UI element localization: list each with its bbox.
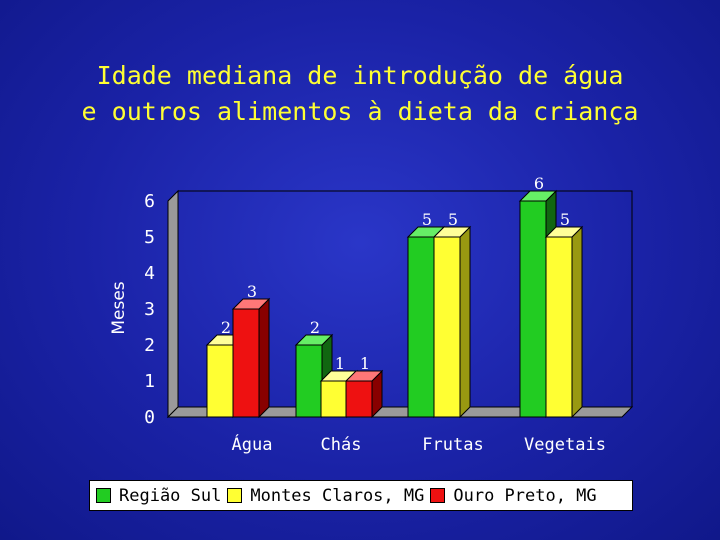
y-tick-label: 0 xyxy=(144,407,155,428)
legend-swatch-montes-claros xyxy=(227,488,243,503)
x-tick-label: Chás xyxy=(321,435,362,455)
bar xyxy=(407,236,435,418)
plot-floor xyxy=(166,406,634,418)
y-tick-label: 2 xyxy=(144,335,155,356)
bar-data-label: 5 xyxy=(422,210,432,229)
bar xyxy=(519,200,547,418)
y-tick-label: 4 xyxy=(144,263,155,284)
x-tick-label: Água xyxy=(232,433,273,455)
legend-item-ouro-preto: Ouro Preto, MG xyxy=(430,485,597,506)
chart-title-line-1: Idade mediana de introdução de água xyxy=(96,61,624,90)
bar xyxy=(295,344,323,418)
bar-data-label: 3 xyxy=(247,282,257,301)
x-tick-label: Frutas xyxy=(422,435,483,455)
chart-legend: Região Sul Montes Claros, MG Ouro Preto,… xyxy=(89,480,633,511)
y-tick-label: 5 xyxy=(144,227,155,248)
legend-swatch-ouro-preto xyxy=(430,488,446,503)
bar-data-label: 1 xyxy=(360,354,370,373)
chart-title-line-2: e outros alimentos à dieta da criança xyxy=(81,97,639,126)
bar xyxy=(545,236,573,418)
y-axis-label: Meses xyxy=(109,281,129,334)
legend-item-regiao-sul: Região Sul xyxy=(96,486,221,506)
y-tick-label: 3 xyxy=(144,299,155,320)
y-tick-label: 1 xyxy=(144,371,155,392)
x-tick-label: Vegetais xyxy=(524,435,606,455)
bar xyxy=(206,344,234,418)
legend-label-montes-claros: Montes Claros, MG xyxy=(250,485,425,506)
y-tick-label: 6 xyxy=(144,191,155,212)
legend-swatch-regiao-sul xyxy=(96,488,111,503)
bar-data-label: 5 xyxy=(560,210,570,229)
bar-data-label: 5 xyxy=(448,210,458,229)
chart-title: Idade mediana de introdução de água e ou… xyxy=(0,58,720,130)
bar xyxy=(232,308,260,418)
bar-data-label: 2 xyxy=(310,318,320,337)
bar xyxy=(320,380,348,418)
legend-item-montes-claros: Montes Claros, MG xyxy=(227,486,424,506)
bar-data-label: 1 xyxy=(335,354,345,373)
bar-side xyxy=(258,297,270,419)
bar-side xyxy=(459,225,471,419)
bar xyxy=(345,380,373,418)
bar-data-label: 2 xyxy=(221,318,231,337)
bar xyxy=(433,236,461,418)
plot-left-wall xyxy=(167,189,179,419)
bar-side xyxy=(571,225,583,419)
legend-label-regiao-sul: Região Sul xyxy=(119,485,222,506)
bar-data-label: 6 xyxy=(534,174,544,193)
legend-label-ouro-preto: Ouro Preto, MG xyxy=(453,485,597,506)
